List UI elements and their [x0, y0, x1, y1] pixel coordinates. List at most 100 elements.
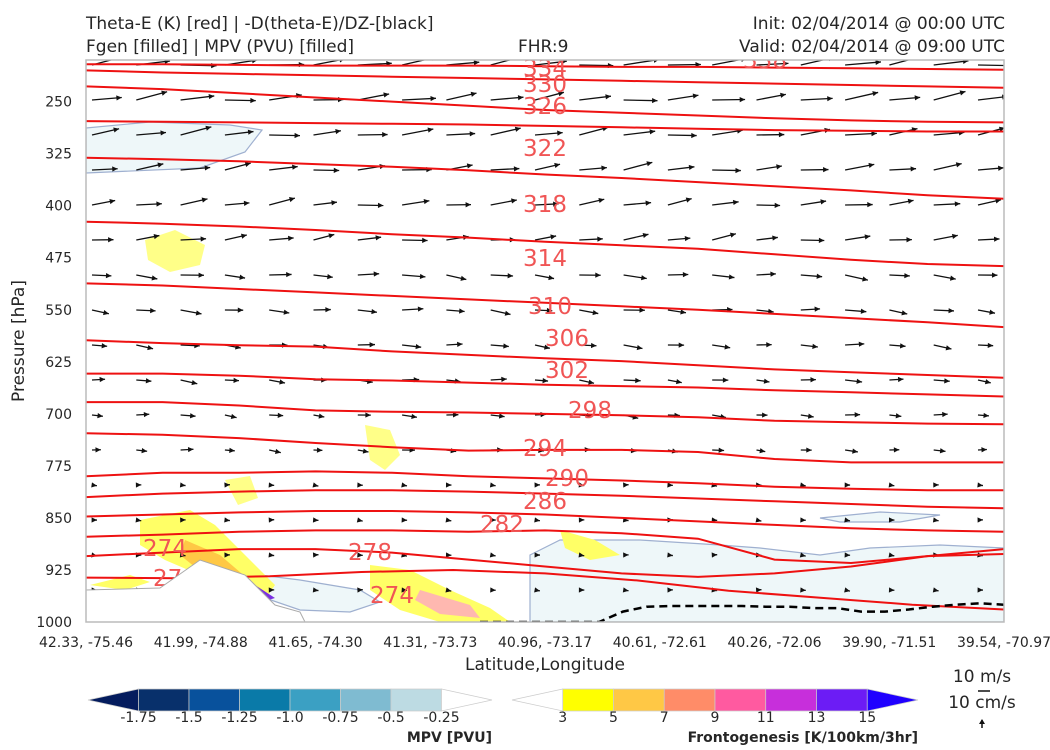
wind-vector-head — [904, 273, 910, 279]
wind-vector-head — [595, 272, 601, 278]
fgen-colorbar-tick: 9 — [711, 710, 720, 726]
wind-vector — [490, 96, 524, 101]
wind-vector-head — [99, 376, 106, 383]
fgen-colorbar-tick: 13 — [808, 710, 826, 726]
wind-vector-head — [755, 587, 762, 593]
wind-vector-head — [977, 517, 983, 523]
wind-vector-head — [623, 482, 629, 488]
wind-vector-head — [682, 272, 689, 278]
wind-vector — [401, 60, 427, 66]
wind-vector-head — [772, 235, 778, 241]
wind-vector-head — [981, 447, 987, 453]
wind-vector-head — [91, 482, 97, 488]
wind-vector-head — [507, 273, 514, 279]
wind-vector-head — [252, 60, 258, 64]
wind-vector-head — [230, 413, 237, 419]
wind-vector-head — [728, 274, 735, 280]
wind-vector-head — [598, 197, 605, 204]
wind-vector-head — [382, 132, 388, 138]
wind-vector-head — [780, 92, 786, 98]
wind-vector-head — [145, 378, 152, 384]
wind-vector-head — [844, 587, 850, 593]
wind-vector-head — [858, 341, 865, 347]
wind-vector-head — [691, 132, 697, 139]
wind-vector-head — [718, 447, 725, 453]
wind-vector-head — [112, 166, 118, 172]
wind-vector-head — [514, 126, 521, 132]
wind-vector-head — [592, 309, 599, 316]
theta-e-contour-302 — [86, 401, 1004, 426]
wind-vector-head — [667, 587, 673, 593]
wind-vector-head — [498, 413, 505, 419]
wind-vector-head — [208, 93, 215, 100]
wind-vector-head — [357, 552, 363, 558]
wind-vector-head — [109, 199, 116, 205]
mpv-colorbar-swatch — [138, 688, 190, 712]
wind-vector-head — [135, 517, 142, 523]
wind-vector-head — [959, 90, 966, 96]
wind-vector-head — [799, 552, 806, 558]
wind-vector-head — [534, 482, 540, 488]
wind-vector-head — [770, 271, 776, 277]
wind-vector-head — [289, 197, 295, 203]
y-tick-label: 550 — [45, 303, 72, 319]
wind-vector-head — [240, 233, 247, 239]
mpv-colorbar-swatch — [239, 688, 291, 712]
wind-vector-head — [422, 237, 428, 244]
wind-vector-head — [383, 92, 390, 98]
contour-label-326: 326 — [523, 94, 567, 120]
wind-vector-head — [333, 167, 340, 174]
wind-vector-head — [962, 60, 969, 65]
theta-e-contour-278 — [86, 548, 1004, 578]
wind-vector-head — [605, 94, 611, 100]
wind-vector-head — [513, 166, 520, 172]
wind-vector-head — [989, 309, 996, 315]
contour-label-318: 318 — [523, 192, 567, 218]
wind-vector-head — [473, 60, 480, 66]
theta-e-contour-306 — [86, 372, 1004, 398]
wind-vector — [313, 60, 343, 66]
wind-vector-head — [778, 132, 785, 138]
wind-vector-head — [503, 343, 509, 349]
wind-vector — [402, 97, 436, 101]
theta-e-contour-298 — [86, 432, 1004, 464]
mpv-colorbar-tick: -1.75 — [120, 710, 156, 726]
wind-vector-head — [558, 91, 564, 97]
wind-vector-head — [646, 161, 653, 167]
mpv-colorbar-swatch — [87, 688, 139, 712]
wind-vector-head — [766, 342, 772, 348]
wind-vector-head — [844, 552, 851, 558]
wind-vector-head — [899, 343, 906, 349]
mpv-colorbar-swatch — [289, 688, 341, 712]
wind-vector — [623, 99, 658, 102]
wind-vector-head — [888, 517, 895, 523]
x-tick-label: 41.99, -74.88 — [154, 635, 248, 651]
wind-vector-head — [827, 96, 833, 102]
fgen-colorbar-swatch — [765, 688, 817, 712]
wind-vector-head — [578, 482, 585, 488]
wind-vector-head — [762, 412, 768, 418]
mpv-fill-small — [819, 511, 941, 523]
wind-vector-head — [191, 380, 198, 386]
wind-vector-head — [642, 232, 649, 239]
wind-vector-head — [590, 342, 597, 349]
wind-vector-head — [823, 167, 829, 173]
contour-label-278: 278 — [348, 540, 392, 566]
wind-key-arrow-head — [979, 719, 985, 724]
x-tick-label: 40.26, -72.06 — [727, 635, 821, 651]
wind-vector-head — [799, 482, 806, 488]
y-tick-label: 1000 — [36, 615, 72, 631]
wind-vector-head — [763, 378, 770, 384]
wind-key-horizontal: 10 m/s — [953, 667, 1011, 687]
contour-label-302: 302 — [545, 358, 589, 384]
wind-vector-head — [983, 412, 989, 419]
wind-vector-head — [735, 167, 741, 174]
wind-vector — [579, 64, 614, 67]
wind-vector-head — [636, 344, 643, 351]
wind-vector-head — [807, 413, 814, 419]
wind-vector-head — [942, 411, 948, 418]
wind-vector-head — [312, 517, 319, 523]
wind-vector-head — [984, 379, 991, 385]
contour-label-306: 306 — [545, 326, 589, 352]
wind-vector-head — [944, 378, 950, 384]
